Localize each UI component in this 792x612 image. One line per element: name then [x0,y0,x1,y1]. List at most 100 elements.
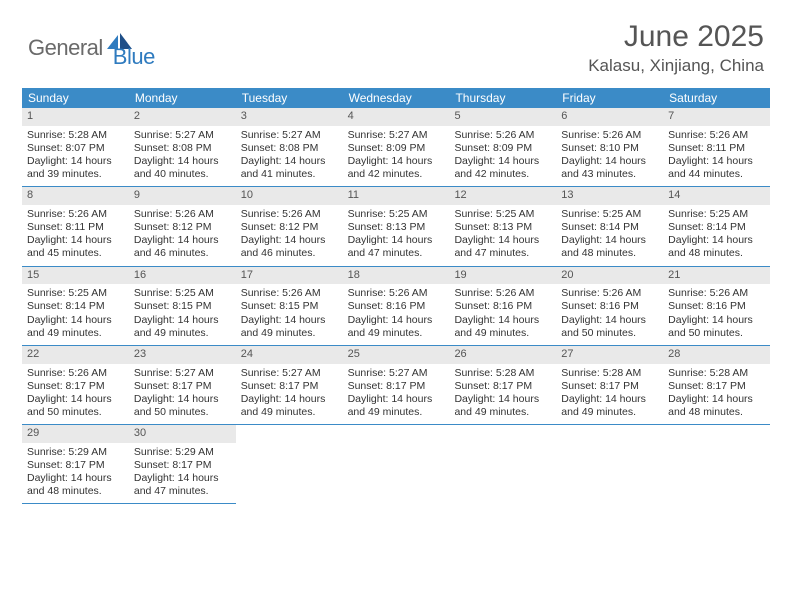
day-ss: Sunset: 8:10 PM [561,142,658,155]
page-header: General Blue June 2025 Kalasu, Xinjiang,… [0,0,792,82]
day-number: 3 [236,108,343,126]
day-ss: Sunset: 8:07 PM [27,142,124,155]
day-d2: and 48 minutes. [668,247,765,260]
day-d1: Daylight: 14 hours [668,155,765,168]
day-sr: Sunrise: 5:27 AM [134,367,231,380]
day-cell: 20Sunrise: 5:26 AMSunset: 8:16 PMDayligh… [556,267,663,345]
day-body: Sunrise: 5:25 AMSunset: 8:14 PMDaylight:… [22,284,129,345]
day-number: 25 [343,346,450,364]
day-cell: 12Sunrise: 5:25 AMSunset: 8:13 PMDayligh… [449,187,556,265]
day-d2: and 49 minutes. [348,406,445,419]
day-d2: and 50 minutes. [668,327,765,340]
day-d1: Daylight: 14 hours [454,314,551,327]
day-ss: Sunset: 8:09 PM [454,142,551,155]
day-ss: Sunset: 8:17 PM [348,380,445,393]
day-sr: Sunrise: 5:26 AM [668,287,765,300]
day-d2: and 48 minutes. [668,406,765,419]
day-d1: Daylight: 14 hours [454,234,551,247]
day-ss: Sunset: 8:16 PM [668,300,765,313]
day-d2: and 50 minutes. [134,406,231,419]
day-d2: and 47 minutes. [134,485,231,498]
day-d2: and 48 minutes. [27,485,124,498]
day-d1: Daylight: 14 hours [561,155,658,168]
day-d2: and 50 minutes. [27,406,124,419]
day-sr: Sunrise: 5:25 AM [668,208,765,221]
day-d2: and 50 minutes. [561,327,658,340]
day-sr: Sunrise: 5:26 AM [27,367,124,380]
day-cell: 7Sunrise: 5:26 AMSunset: 8:11 PMDaylight… [663,108,770,186]
day-d1: Daylight: 14 hours [668,393,765,406]
day-cell [449,425,556,504]
day-d2: and 44 minutes. [668,168,765,181]
day-sr: Sunrise: 5:29 AM [27,446,124,459]
day-body: Sunrise: 5:26 AMSunset: 8:10 PMDaylight:… [556,126,663,187]
day-body: Sunrise: 5:29 AMSunset: 8:17 PMDaylight:… [129,443,236,504]
day-sr: Sunrise: 5:25 AM [561,208,658,221]
day-ss: Sunset: 8:12 PM [241,221,338,234]
day-sr: Sunrise: 5:26 AM [454,129,551,142]
day-sr: Sunrise: 5:27 AM [134,129,231,142]
day-cell [663,425,770,504]
day-cell: 18Sunrise: 5:26 AMSunset: 8:16 PMDayligh… [343,267,450,345]
day-cell: 24Sunrise: 5:27 AMSunset: 8:17 PMDayligh… [236,346,343,424]
day-sr: Sunrise: 5:28 AM [668,367,765,380]
day-body: Sunrise: 5:27 AMSunset: 8:17 PMDaylight:… [129,364,236,425]
day-number: 28 [663,346,770,364]
day-body: Sunrise: 5:26 AMSunset: 8:11 PMDaylight:… [22,205,129,266]
day-body: Sunrise: 5:26 AMSunset: 8:12 PMDaylight:… [129,205,236,266]
weekday-header: Sunday Monday Tuesday Wednesday Thursday… [22,88,770,108]
day-body: Sunrise: 5:25 AMSunset: 8:14 PMDaylight:… [663,205,770,266]
day-cell: 4Sunrise: 5:27 AMSunset: 8:09 PMDaylight… [343,108,450,186]
day-d2: and 47 minutes. [454,247,551,260]
day-sr: Sunrise: 5:25 AM [134,287,231,300]
day-ss: Sunset: 8:14 PM [668,221,765,234]
day-cell [556,425,663,504]
day-cell: 22Sunrise: 5:26 AMSunset: 8:17 PMDayligh… [22,346,129,424]
day-d2: and 49 minutes. [241,327,338,340]
day-number: 30 [129,425,236,443]
day-cell: 13Sunrise: 5:25 AMSunset: 8:14 PMDayligh… [556,187,663,265]
calendar-grid: Sunday Monday Tuesday Wednesday Thursday… [22,88,770,504]
day-body: Sunrise: 5:26 AMSunset: 8:11 PMDaylight:… [663,126,770,187]
day-sr: Sunrise: 5:27 AM [348,367,445,380]
day-d1: Daylight: 14 hours [668,234,765,247]
day-d2: and 49 minutes. [241,406,338,419]
day-d2: and 46 minutes. [134,247,231,260]
day-ss: Sunset: 8:08 PM [241,142,338,155]
day-number: 21 [663,267,770,285]
day-number: 22 [22,346,129,364]
week-row: 1Sunrise: 5:28 AMSunset: 8:07 PMDaylight… [22,108,770,187]
day-ss: Sunset: 8:09 PM [348,142,445,155]
day-d2: and 47 minutes. [348,247,445,260]
day-body: Sunrise: 5:25 AMSunset: 8:14 PMDaylight:… [556,205,663,266]
day-cell: 30Sunrise: 5:29 AMSunset: 8:17 PMDayligh… [129,425,236,504]
brand-general: General [28,35,103,61]
day-number: 16 [129,267,236,285]
day-sr: Sunrise: 5:25 AM [27,287,124,300]
day-d2: and 49 minutes. [348,327,445,340]
day-d2: and 49 minutes. [134,327,231,340]
day-sr: Sunrise: 5:27 AM [241,367,338,380]
day-d1: Daylight: 14 hours [348,314,445,327]
day-ss: Sunset: 8:14 PM [561,221,658,234]
day-body: Sunrise: 5:27 AMSunset: 8:08 PMDaylight:… [129,126,236,187]
day-cell: 8Sunrise: 5:26 AMSunset: 8:11 PMDaylight… [22,187,129,265]
day-sr: Sunrise: 5:28 AM [454,367,551,380]
day-sr: Sunrise: 5:26 AM [561,129,658,142]
day-cell: 3Sunrise: 5:27 AMSunset: 8:08 PMDaylight… [236,108,343,186]
day-cell [343,425,450,504]
week-row: 8Sunrise: 5:26 AMSunset: 8:11 PMDaylight… [22,187,770,266]
day-body: Sunrise: 5:26 AMSunset: 8:17 PMDaylight:… [22,364,129,425]
title-block: June 2025 Kalasu, Xinjiang, China [588,20,764,76]
day-d1: Daylight: 14 hours [134,393,231,406]
day-cell: 16Sunrise: 5:25 AMSunset: 8:15 PMDayligh… [129,267,236,345]
day-cell: 14Sunrise: 5:25 AMSunset: 8:14 PMDayligh… [663,187,770,265]
day-sr: Sunrise: 5:26 AM [27,208,124,221]
day-ss: Sunset: 8:11 PM [27,221,124,234]
day-body: Sunrise: 5:25 AMSunset: 8:13 PMDaylight:… [449,205,556,266]
day-number: 24 [236,346,343,364]
day-cell: 2Sunrise: 5:27 AMSunset: 8:08 PMDaylight… [129,108,236,186]
week-row: 29Sunrise: 5:29 AMSunset: 8:17 PMDayligh… [22,425,770,504]
day-d2: and 48 minutes. [561,247,658,260]
brand-logo: General Blue [28,20,155,70]
